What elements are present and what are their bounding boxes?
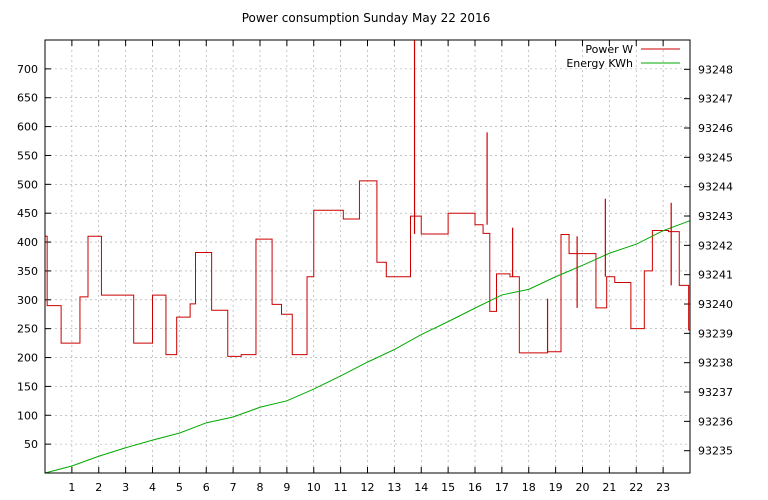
x-tick-label-11: 12: [361, 481, 375, 494]
y2-tick-label-6: 93241: [698, 269, 733, 282]
legend-label-power: Power W: [585, 43, 633, 56]
grid-lines: [45, 40, 690, 473]
y2-tick-label-3: 93238: [698, 357, 733, 370]
x-tick-label-1: 2: [95, 481, 102, 494]
x-tick-label-5: 6: [203, 481, 210, 494]
y2-tick-label-2: 93237: [698, 386, 733, 399]
y-tick-label-0: 50: [24, 438, 38, 451]
y-axis-right-ticks: 93235 93236 93237 93238 93239 93240 93241 93242…: [684, 63, 733, 458]
y-tick-label-10: 550: [17, 149, 38, 162]
x-tick-label-7: 8: [257, 481, 264, 494]
x-tick-label-10: 11: [334, 481, 348, 494]
y2-tick-label-0: 93235: [698, 445, 733, 458]
y2-tick-label-8: 93243: [698, 210, 733, 223]
chart-title: Power consumption Sunday May 22 2016: [242, 11, 491, 25]
y2-tick-label-7: 93242: [698, 239, 733, 252]
y2-tick-label-5: 93240: [698, 298, 733, 311]
legend: Power W Energy KWh: [566, 43, 680, 70]
plot-series: [44, 40, 691, 474]
y2-tick-label-9: 93244: [698, 181, 733, 194]
x-tick-label-8: 9: [283, 481, 290, 494]
y-tick-label-11: 600: [17, 121, 38, 134]
y2-tick-label-12: 93247: [698, 93, 733, 106]
x-tick-label-21: 22: [629, 481, 643, 494]
y-tick-label-5: 300: [17, 294, 38, 307]
x-axis-ticks: 1 2 3 4 5 6 7 8 9 10 11 12 13 14 15 16 17 18 19 20 21 22 23: [68, 40, 670, 494]
x-tick-label-4: 5: [176, 481, 183, 494]
y-tick-label-4: 250: [17, 323, 38, 336]
y2-tick-label-10: 93245: [698, 151, 733, 164]
x-tick-label-9: 10: [307, 481, 321, 494]
y2-tick-label-13: 93248: [698, 63, 733, 76]
x-tick-label-22: 23: [656, 481, 670, 494]
y-axis-left-ticks: 50 100 150 200 250 300 350 400 450 500 550 600 650 70…: [17, 63, 51, 451]
x-tick-label-20: 21: [602, 481, 616, 494]
x-tick-label-16: 17: [495, 481, 509, 494]
y-tick-label-13: 700: [17, 63, 38, 76]
x-tick-label-2: 3: [122, 481, 129, 494]
y-tick-label-7: 400: [17, 236, 38, 249]
x-tick-label-12: 13: [387, 481, 401, 494]
y-tick-label-9: 500: [17, 178, 38, 191]
x-tick-label-6: 7: [230, 481, 237, 494]
series-line-power: [45, 180, 690, 357]
x-tick-label-18: 19: [549, 481, 563, 494]
x-tick-label-13: 14: [414, 481, 428, 494]
x-tick-label-3: 4: [149, 481, 156, 494]
y-tick-label-1: 100: [17, 409, 38, 422]
y-tick-label-6: 350: [17, 265, 38, 278]
x-tick-label-14: 15: [441, 481, 455, 494]
y2-tick-label-1: 93236: [698, 415, 733, 428]
y-tick-label-3: 200: [17, 352, 38, 365]
legend-label-energy: Energy KWh: [566, 57, 633, 70]
series-line-energy: [44, 220, 691, 474]
y-tick-label-2: 150: [17, 380, 38, 393]
plot-frame: [44, 39, 691, 474]
y2-tick-label-4: 93239: [698, 327, 733, 340]
y-tick-label-8: 450: [17, 207, 38, 220]
y2-tick-label-11: 93246: [698, 122, 733, 135]
x-tick-label-19: 20: [576, 481, 590, 494]
y-tick-label-12: 650: [17, 92, 38, 105]
x-tick-label-17: 18: [522, 481, 536, 494]
x-tick-label-0: 1: [68, 481, 75, 494]
x-tick-label-15: 16: [468, 481, 482, 494]
